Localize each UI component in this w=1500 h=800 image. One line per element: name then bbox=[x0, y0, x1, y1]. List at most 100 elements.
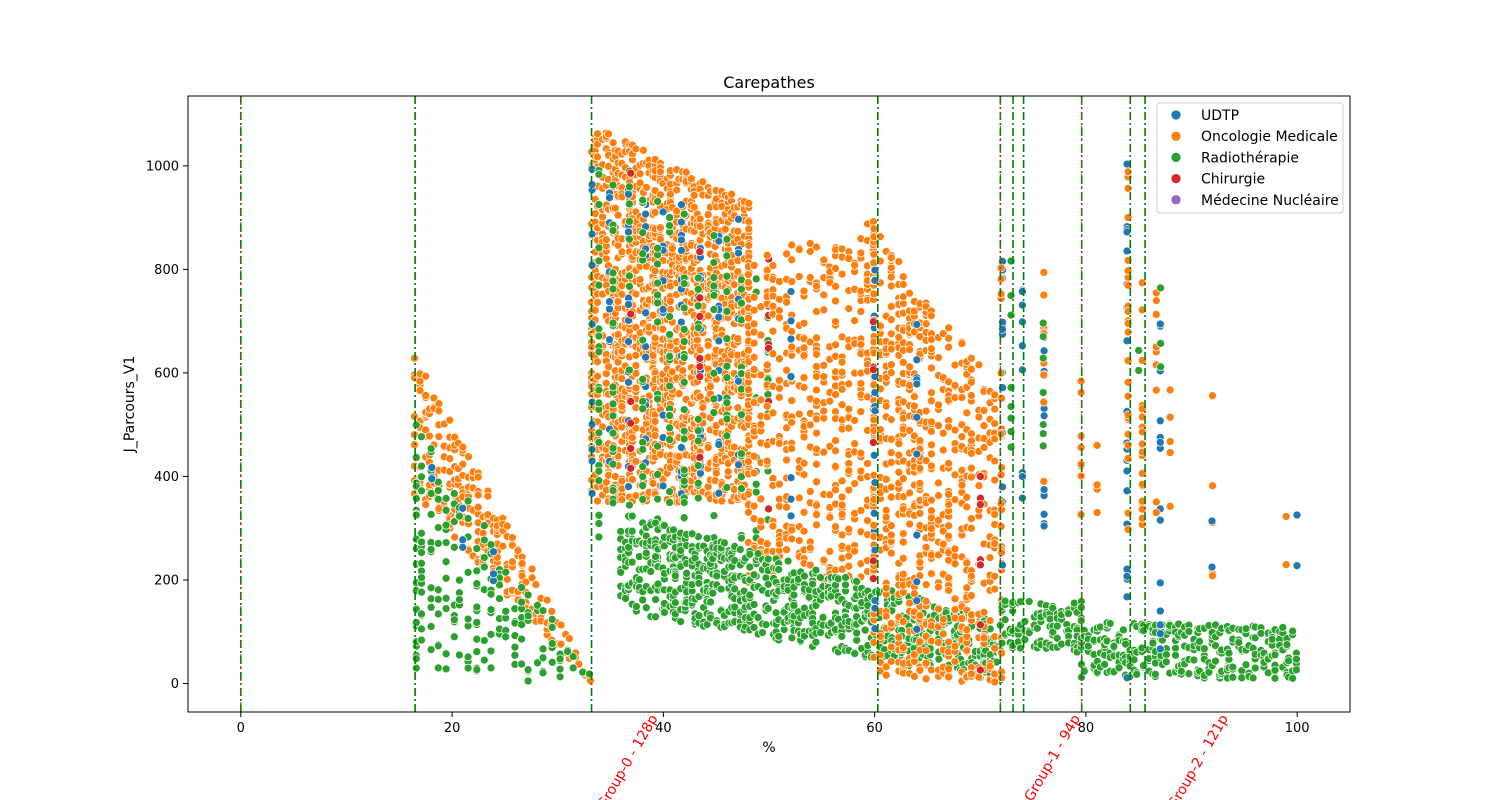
point-radiotherapie bbox=[670, 598, 680, 607]
point-radiotherapie bbox=[720, 538, 729, 548]
point-radiotherapie bbox=[709, 291, 719, 300]
point-radiotherapie bbox=[523, 590, 533, 600]
point-radiotherapie bbox=[1248, 673, 1258, 683]
point-radiotherapie bbox=[737, 298, 746, 308]
point-oncologie-medicale bbox=[805, 420, 815, 430]
point-radiotherapie bbox=[751, 479, 761, 489]
point-oncologie-medicale bbox=[825, 513, 835, 522]
point-radiotherapie bbox=[638, 335, 648, 345]
point-radiotherapie bbox=[1284, 656, 1293, 666]
point-oncologie-medicale bbox=[775, 313, 784, 323]
point-chirurgie bbox=[869, 317, 878, 327]
point-radiotherapie bbox=[625, 271, 634, 281]
point-oncologie-medicale bbox=[768, 261, 778, 271]
point-oncologie-medicale bbox=[844, 485, 854, 495]
point-radiotherapie bbox=[632, 602, 641, 611]
point-oncologie-medicale bbox=[886, 657, 896, 666]
point-radiotherapie bbox=[694, 578, 704, 588]
point-oncologie-medicale bbox=[886, 619, 896, 628]
point-radiotherapie bbox=[749, 600, 759, 609]
point-udtp bbox=[714, 312, 724, 322]
point-oncologie-medicale bbox=[819, 290, 829, 300]
point-oncologie-medicale bbox=[938, 445, 948, 455]
point-udtp bbox=[1018, 300, 1027, 310]
point-chirurgie bbox=[626, 418, 636, 428]
point-radiotherapie bbox=[594, 324, 604, 334]
point-oncologie-medicale bbox=[1039, 268, 1049, 277]
point-radiotherapie bbox=[789, 590, 799, 600]
point-oncologie-medicale bbox=[886, 368, 896, 378]
point-radiotherapie bbox=[568, 652, 578, 662]
point-oncologie-medicale bbox=[590, 209, 600, 219]
point-oncologie-medicale bbox=[869, 289, 879, 299]
point-oncologie-medicale bbox=[856, 340, 866, 349]
point-radiotherapie bbox=[411, 453, 421, 462]
point-udtp bbox=[912, 596, 922, 606]
point-udtp bbox=[605, 297, 614, 307]
point-oncologie-medicale bbox=[787, 277, 797, 286]
point-radiotherapie bbox=[479, 535, 489, 545]
point-radiotherapie bbox=[653, 278, 662, 288]
point-oncologie-medicale bbox=[706, 382, 715, 392]
point-radiotherapie bbox=[594, 519, 604, 528]
point-radiotherapie bbox=[523, 665, 533, 675]
point-oncologie-medicale bbox=[723, 467, 733, 476]
point-radiotherapie bbox=[749, 570, 759, 580]
point-oncologie-medicale bbox=[957, 393, 967, 402]
point-oncologie-medicale bbox=[831, 340, 840, 350]
point-radiotherapie bbox=[433, 609, 443, 619]
point-radiotherapie bbox=[455, 650, 464, 660]
point-oncologie-medicale bbox=[749, 365, 759, 374]
point-udtp bbox=[912, 355, 922, 365]
point-radiotherapie bbox=[501, 632, 511, 642]
point-radiotherapie bbox=[426, 602, 436, 612]
point-radiotherapie bbox=[693, 273, 703, 283]
point-oncologie-medicale bbox=[837, 269, 847, 279]
point-radiotherapie bbox=[555, 664, 565, 674]
point-oncologie-medicale bbox=[856, 407, 866, 417]
point-radiotherapie bbox=[722, 398, 732, 408]
point-udtp bbox=[1039, 411, 1049, 421]
point-oncologie-medicale bbox=[502, 574, 512, 584]
point-oncologie-medicale bbox=[812, 242, 821, 252]
point-oncologie-medicale bbox=[962, 502, 972, 512]
point-oncologie-medicale bbox=[787, 444, 797, 453]
point-oncologie-medicale bbox=[844, 466, 854, 475]
point-oncologie-medicale bbox=[799, 351, 809, 360]
point-radiotherapie bbox=[433, 663, 443, 673]
point-udtp bbox=[1018, 472, 1027, 481]
point-oncologie-medicale bbox=[850, 439, 859, 449]
point-radiotherapie bbox=[653, 243, 662, 253]
point-oncologie-medicale bbox=[957, 614, 967, 623]
point-oncologie-medicale bbox=[762, 539, 772, 549]
point-oncologie-medicale bbox=[617, 476, 627, 486]
point-radiotherapie bbox=[641, 548, 651, 558]
point-oncologie-medicale bbox=[421, 391, 431, 400]
point-radiotherapie bbox=[709, 281, 719, 291]
point-oncologie-medicale bbox=[666, 305, 675, 314]
point-oncologie-medicale bbox=[812, 333, 821, 343]
point-radiotherapie bbox=[665, 498, 674, 507]
point-oncologie-medicale bbox=[967, 436, 976, 446]
point-radiotherapie bbox=[1282, 640, 1292, 649]
point-oncologie-medicale bbox=[1039, 290, 1049, 300]
point-radiotherapie bbox=[811, 565, 821, 575]
point-radiotherapie bbox=[608, 284, 618, 294]
point-oncologie-medicale bbox=[658, 324, 668, 334]
point-oncologie-medicale bbox=[905, 488, 914, 498]
point-radiotherapie bbox=[616, 527, 626, 536]
point-oncologie-medicale bbox=[672, 185, 682, 195]
point-radiotherapie bbox=[486, 589, 496, 599]
point-oncologie-medicale bbox=[812, 362, 821, 371]
point-oncologie-medicale bbox=[799, 458, 809, 468]
point-oncologie-medicale bbox=[717, 496, 727, 506]
point-oncologie-medicale bbox=[957, 339, 967, 348]
point-oncologie-medicale bbox=[927, 569, 936, 579]
point-radiotherapie bbox=[997, 638, 1007, 648]
point-oncologie-medicale bbox=[967, 523, 976, 533]
point-oncologie-medicale bbox=[990, 643, 1000, 653]
point-oncologie-medicale bbox=[689, 190, 699, 200]
point-oncologie-medicale bbox=[799, 507, 809, 517]
point-oncologie-medicale bbox=[756, 494, 766, 504]
point-radiotherapie bbox=[665, 381, 674, 391]
